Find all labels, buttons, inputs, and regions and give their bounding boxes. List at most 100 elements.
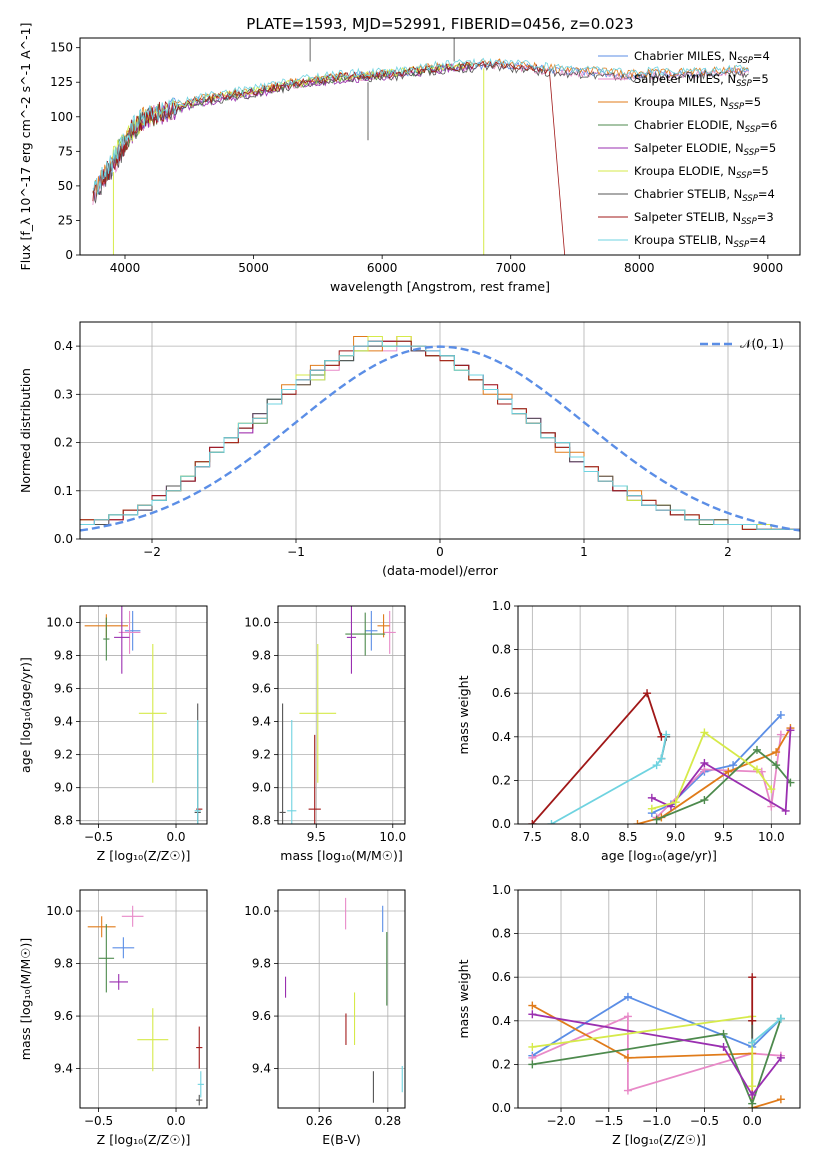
chart-weight-vs-Z: −2.0 −1.5 −1.0 −0.5 0.0 0.0 0.2 0.4 0.6 0.8 1.0 Z [… [456,883,801,1147]
x-tick-label: 6000 [367,261,398,275]
weight-series-line [531,691,663,824]
legend-count: =5 [759,141,776,155]
y-tick-label: 0.6 [492,970,511,984]
axes-frame [79,321,801,540]
legend-count: =4 [758,187,775,201]
x-axis-label: wavelength [Angstrom, rest frame] [330,279,550,294]
y-tick-label: 0.3 [54,387,73,401]
y-tick-label: 9.4 [54,1062,73,1076]
figure-title: PLATE=1593, MJD=52991, FIBERID=0456, z=0… [246,15,633,33]
legend-subscript: SSP [744,148,760,158]
x-tick-label: 9.5 [714,830,733,844]
x-tick-label: 0.0 [166,830,185,844]
legend-subscript: SSP [745,125,761,135]
y-tick-label: 150 [50,41,73,55]
y-tick-label: 0.4 [492,1014,511,1028]
legend-subscript: SSP [729,102,745,112]
legend-label: Chabrier ELODIE, NSSP=6 [634,118,777,135]
y-tick-label: 50 [58,179,73,193]
x-axis-label: Z [log₁₀(Z/Z☉)] [612,1132,706,1147]
legend-label: Kroupa MILES, NSSP=5 [634,95,761,112]
x-axis-label: Z [log₁₀(Z/Z☉)] [97,1132,191,1147]
legend-count: =5 [752,164,769,178]
x-axis-label: (data-model)/error [382,563,499,578]
spectrum-series-line [92,63,749,204]
errorbar-points [84,606,203,824]
spectrum-series-line [111,61,473,169]
x-tick-label: −0.5 [84,830,113,844]
y-tick-label: 0.8 [492,643,511,657]
x-tick-label: 4000 [110,261,141,275]
axes-frame [277,889,406,1109]
legend-label: Salpeter STELIB, NSSP=3 [634,210,774,227]
x-tick-label: 8.5 [618,830,637,844]
y-tick-label: 0.4 [54,339,73,353]
x-tick-label: 1 [580,545,588,559]
weight-series-line [532,1015,754,1087]
gaussian-reference-line [80,345,800,532]
y-axis-label: age [log₁₀(age/yr)] [18,657,33,773]
chart-mass-vs-EBV: 0.26 0.28 9.4 9.6 9.8 10.0 E(B-V) [244,889,406,1147]
legend-label: Salpeter ELODIE, NSSP=5 [634,141,776,158]
y-tick-label: 75 [58,144,73,158]
y-axis-label: Normed distribution [18,368,33,493]
y-tick-label: 10.0 [244,904,271,918]
y-tick-label: 9.4 [252,1062,271,1076]
x-tick-label: 0.26 [306,1114,333,1128]
weight-series-line [551,734,668,824]
histogram-lines [80,336,800,532]
x-tick-label: 0 [436,545,444,559]
y-tick-label: 9.0 [54,781,73,795]
axes-frame [79,889,208,1109]
legend-count: =6 [760,118,777,132]
legend-label: Chabrier STELIB, NSSP=4 [634,187,775,204]
y-tick-label: 125 [50,75,73,89]
x-tick-label: −0.5 [84,1114,113,1128]
legend-subscript: SSP [736,171,752,181]
y-tick-label: 0.0 [54,532,73,546]
y-tick-label: 0.2 [54,436,73,450]
y-tick-label: 0.0 [492,1101,511,1115]
y-tick-label: 9.6 [54,1009,73,1023]
x-tick-label: 9000 [753,261,784,275]
x-tick-label: 0.0 [743,1114,762,1128]
legend-subscript: SSP [742,194,758,204]
axes-frame [517,889,801,1109]
chart-mass-vs-Z: −0.5 0.0 9.4 9.6 9.8 10.0 Z [log₁₀(Z/Z☉)] mass … [18,889,208,1147]
axes-frame [517,605,801,825]
y-tick-label: 100 [50,110,73,124]
errorbar-points [279,606,396,824]
y-tick-label: 0.0 [492,817,511,831]
y-tick-label: 9.6 [252,682,271,696]
y-tick-label: 0.2 [492,773,511,787]
legend-count: =3 [757,210,774,224]
y-tick-label: 1.0 [492,599,511,613]
y-tick-label: 10.0 [46,616,73,630]
y-tick-label: 0.6 [492,686,511,700]
legend: Chabrier MILES, NSSP=4 Salpeter MILES, NS… [598,49,777,250]
y-tick-label: 9.2 [54,748,73,762]
legend-subscript: SSP [736,79,752,89]
x-tick-label: 0.0 [166,1114,185,1128]
y-tick-label: 9.6 [252,1009,271,1023]
x-tick-label: 10.0 [379,830,406,844]
weight-lines [528,689,795,824]
x-tick-label: −2 [143,545,161,559]
axes-frame [79,605,208,825]
y-axis-label: mass weight [456,959,471,1038]
y-axis-label: mass weight [456,675,471,754]
x-tick-label: 7.5 [523,830,542,844]
spectrum-lines [92,38,749,255]
y-tick-label: 0 [65,248,73,262]
y-tick-label: 10.0 [46,904,73,918]
x-tick-label: 5000 [238,261,269,275]
y-tick-label: 0.1 [54,484,73,498]
x-tick-label: −1.0 [642,1114,671,1128]
x-tick-label: 0.28 [374,1114,401,1128]
x-axis-label: mass [log₁₀(M/M☉)] [280,848,402,863]
y-tick-label: 0.8 [492,927,511,941]
x-tick-label: −0.5 [690,1114,719,1128]
weight-series-line [532,1018,782,1107]
legend-subscript: SSP [741,217,757,227]
